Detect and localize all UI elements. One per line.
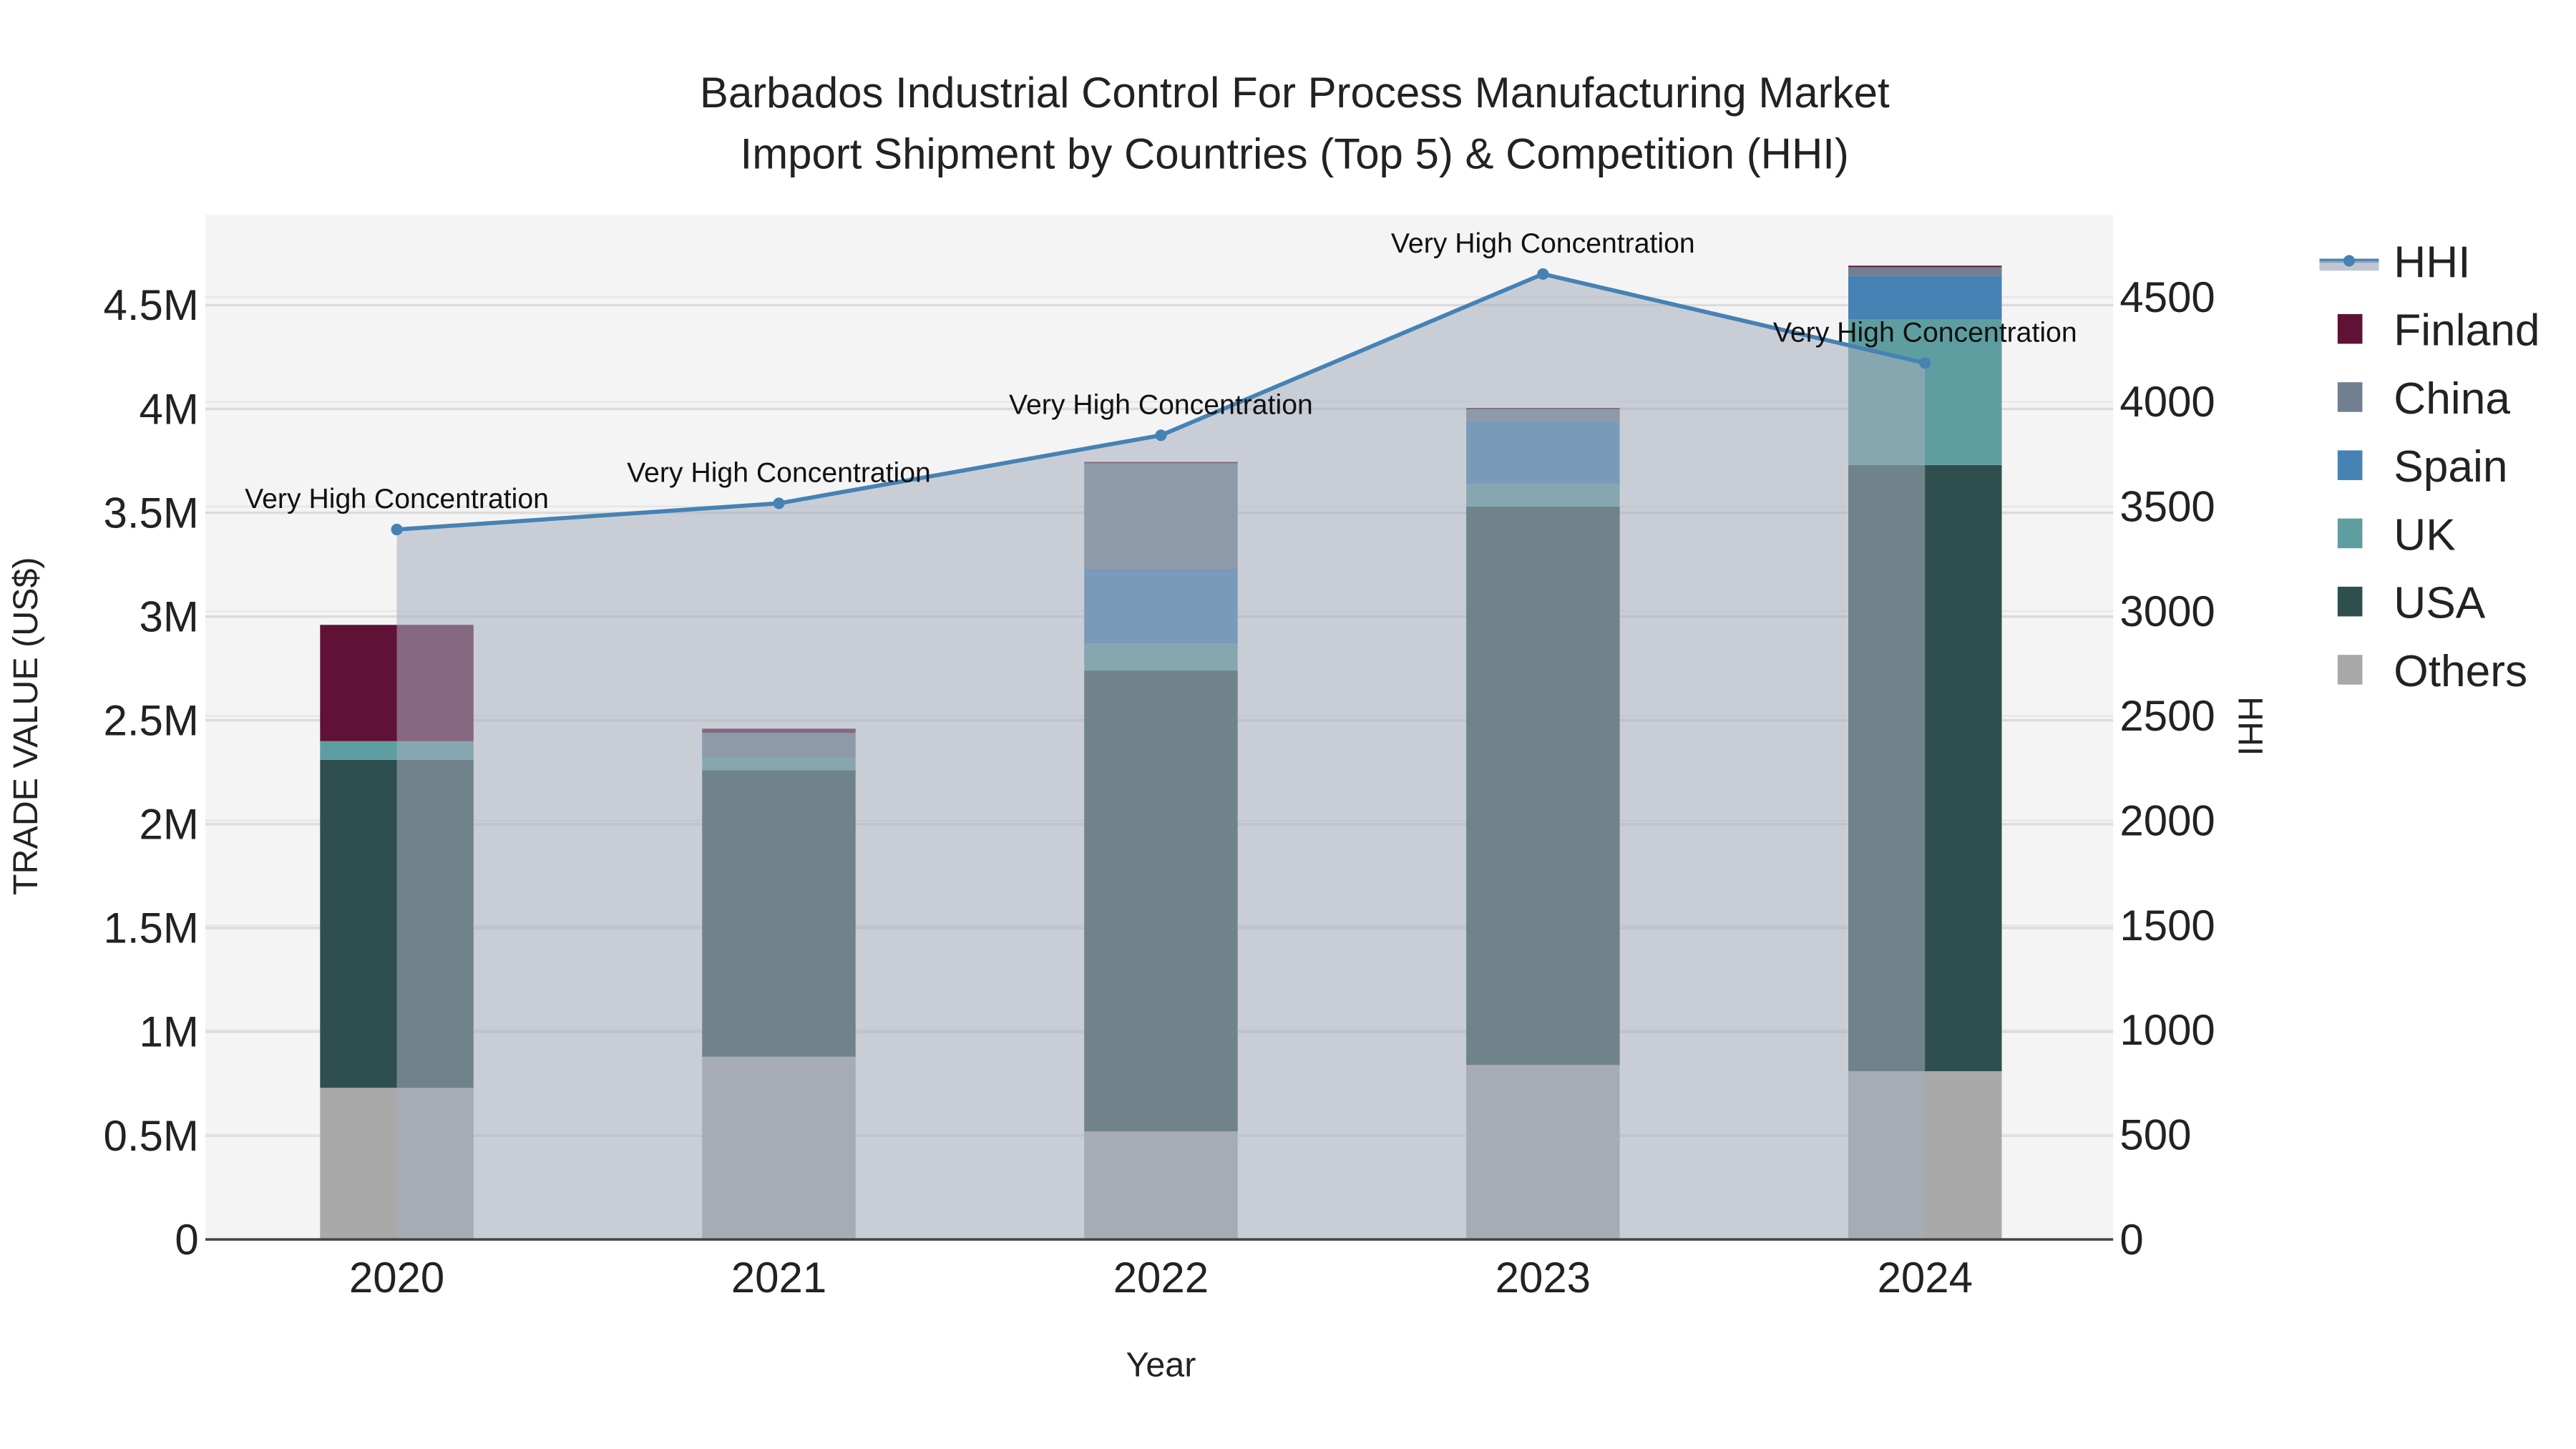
- hhi-point: [773, 497, 785, 509]
- hhi-point: [1155, 429, 1167, 441]
- legend-swatch-others: [2337, 655, 2363, 685]
- legend-swatch-usa: [2337, 586, 2363, 617]
- x-axis-ticks: 2020 2021 2022 2023 2024: [349, 1254, 1973, 1302]
- x-tick-label: 2020: [349, 1254, 444, 1302]
- x-tick-label: 2021: [731, 1254, 826, 1302]
- hhi-point: [391, 523, 403, 536]
- y2-axis-ticks: 0 500 1000 1500 2000 2500 3000 3500 4000 4500: [2119, 273, 2215, 1264]
- y2-tick-label: 3500: [2119, 483, 2215, 531]
- legend-label: HHI: [2394, 238, 2470, 287]
- y2-tick-label: 4500: [2119, 273, 2215, 321]
- y2-tick-label: 2000: [2119, 797, 2215, 845]
- hhi-annotation: Very High Concentration: [1773, 317, 2077, 348]
- y2-tick-label: 500: [2119, 1111, 2191, 1159]
- y2-tick-label: 1000: [2119, 1006, 2215, 1054]
- legend-label: UK: [2394, 510, 2455, 560]
- hhi-area-fill: [396, 273, 1926, 1240]
- chart-title-line2: Import Shipment by Countries (Top 5) & C…: [741, 130, 1849, 177]
- legend: HHI Finland China Spain UK USA Others: [2319, 238, 2540, 696]
- y-tick-label: 0: [175, 1216, 198, 1264]
- y-tick-label: 4M: [139, 385, 198, 433]
- legend-label: Spain: [2394, 442, 2507, 492]
- legend-label: Others: [2394, 647, 2527, 696]
- legend-label: China: [2394, 374, 2510, 424]
- hhi-point: [1919, 357, 1931, 369]
- legend-label: Finland: [2394, 306, 2540, 356]
- y-tick-label: 4.5M: [103, 281, 198, 329]
- bar-finland-2024: [1848, 265, 2002, 268]
- y-tick-label: 3.5M: [103, 489, 198, 537]
- legend-hhi-marker: [2343, 255, 2356, 267]
- y2-tick-label: 3000: [2119, 587, 2215, 635]
- x-tick-label: 2022: [1113, 1254, 1209, 1302]
- x-axis-label: Year: [1126, 1346, 1196, 1385]
- y2-axis-label: HHI: [2230, 696, 2269, 756]
- y-tick-label: 3M: [139, 592, 198, 640]
- y-tick-label: 2M: [139, 801, 198, 849]
- hhi-annotation: Very High Concentration: [1009, 389, 1313, 420]
- chart-title-line1: Barbados Industrial Control For Process …: [700, 69, 1890, 117]
- hhi-line: Very High Concentration Very High Concent…: [245, 228, 2077, 536]
- legend-swatch-spain: [2337, 450, 2363, 480]
- legend-swatch-china: [2337, 382, 2363, 412]
- legend-swatch-uk: [2337, 518, 2363, 549]
- y2-tick-label: 0: [2119, 1216, 2143, 1264]
- bar-china-2024: [1848, 266, 2002, 276]
- hhi-area: [396, 273, 1926, 1240]
- x-tick-label: 2023: [1496, 1254, 1591, 1302]
- legend-label: USA: [2394, 579, 2485, 628]
- bar-spain-2024: [1848, 275, 2002, 320]
- y2-tick-label: 4000: [2119, 378, 2215, 426]
- hhi-point: [1537, 268, 1549, 280]
- y2-tick-label: 2500: [2119, 692, 2215, 740]
- y-axis-label: TRADE VALUE (US$): [6, 557, 45, 895]
- hhi-annotation: Very High Concentration: [245, 484, 549, 514]
- y-tick-label: 1.5M: [103, 904, 198, 952]
- hhi-annotation: Very High Concentration: [1391, 228, 1695, 259]
- y-tick-label: 0.5M: [103, 1112, 198, 1160]
- hhi-annotation: Very High Concentration: [627, 457, 931, 488]
- y-axis-ticks: 0 0.5M 1M 1.5M 2M 2.5M 3M 3.5M 4M 4.5M: [103, 281, 198, 1264]
- x-tick-label: 2024: [1878, 1254, 1973, 1302]
- y2-tick-label: 1500: [2119, 902, 2215, 950]
- y-tick-label: 2.5M: [103, 696, 198, 744]
- legend-swatch-finland: [2337, 313, 2363, 344]
- y-tick-label: 1M: [139, 1008, 198, 1056]
